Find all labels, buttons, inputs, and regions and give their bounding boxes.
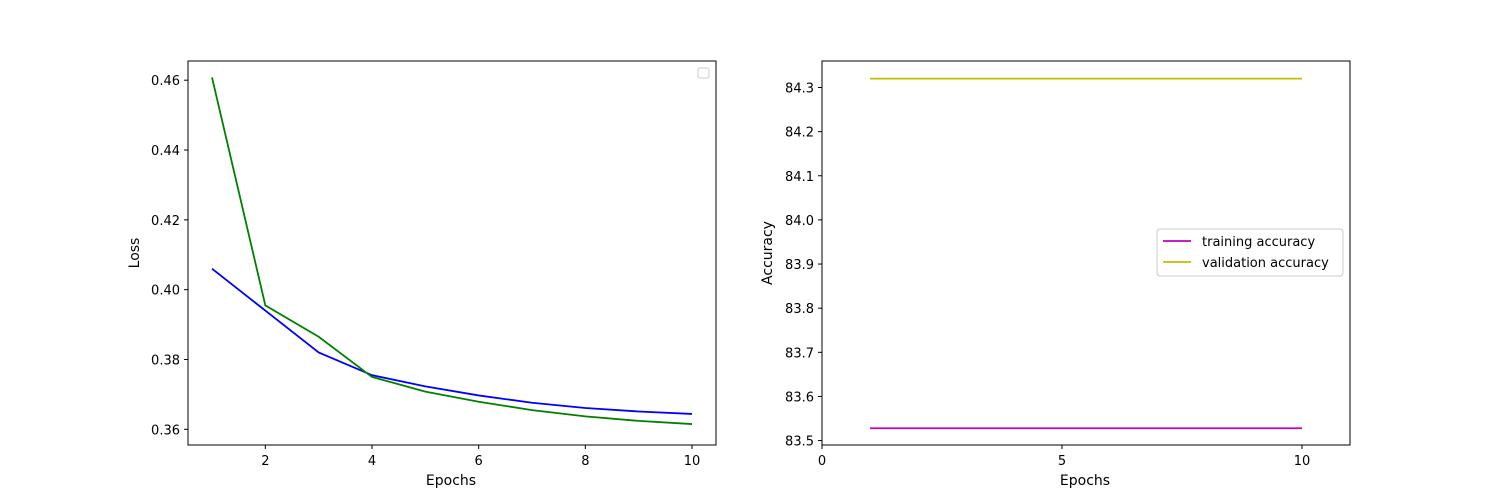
loss-y-tick-label: 0.40: [151, 284, 180, 299]
accuracy-plot: 0 5 10 83.5 83.6 83.7 83.8 83.9 84.0 84.1 84.2 84.…: [760, 60, 1351, 489]
loss-series-lines: [211, 77, 693, 425]
legend-label-training-accuracy: training accuracy: [1202, 235, 1315, 250]
accuracy-legend: training accuracy validation accuracy: [1156, 228, 1344, 277]
loss-empty-legend-box: [697, 67, 710, 79]
loss-x-tick-label: 10: [684, 454, 701, 469]
loss-y-ticks: 0.36 0.38 0.40 0.42 0.44 0.46: [151, 74, 188, 438]
loss-y-tick-label: 0.46: [151, 74, 180, 89]
accuracy-x-tick-label: 0: [818, 454, 826, 469]
loss-series-2-line: [211, 77, 693, 425]
accuracy-y-tick-label: 83.6: [785, 390, 814, 405]
accuracy-y-axis-label: Accuracy: [760, 221, 776, 285]
accuracy-x-ticks: 0 5 10: [818, 445, 1310, 469]
accuracy-x-axis-label: Epochs: [1060, 473, 1110, 489]
accuracy-y-tick-label: 84.3: [785, 81, 814, 96]
loss-x-tick-label: 8: [581, 454, 589, 469]
loss-x-tick-label: 4: [368, 454, 376, 469]
loss-plot-frame: [187, 60, 717, 446]
loss-y-axis-label: Loss: [127, 238, 143, 269]
loss-y-tick-label: 0.44: [151, 144, 180, 159]
accuracy-y-tick-label: 84.2: [785, 126, 814, 141]
loss-series-1-line: [211, 268, 693, 415]
loss-x-tick-label: 6: [475, 454, 483, 469]
loss-x-ticks: 2 4 6 8 10: [261, 445, 700, 469]
accuracy-series-lines: [870, 77, 1302, 430]
loss-plot: 2 4 6 8 10 0.36 0.38 0.40 0.42 0.44 0.46 Epochs L…: [127, 60, 717, 489]
legend-label-validation-accuracy: validation accuracy: [1202, 256, 1329, 271]
accuracy-y-tick-label: 84.1: [785, 170, 814, 185]
accuracy-legend-box: [1156, 228, 1344, 277]
loss-x-axis-label: Epochs: [426, 473, 476, 489]
accuracy-y-ticks: 83.5 83.6 83.7 83.8 83.9 84.0 84.1 84.2 84.3: [785, 81, 822, 450]
accuracy-y-tick-label: 83.7: [785, 346, 814, 361]
accuracy-x-tick-label: 10: [1294, 454, 1311, 469]
loss-y-tick-label: 0.38: [151, 353, 180, 368]
accuracy-y-tick-label: 84.0: [785, 214, 814, 229]
loss-x-tick-label: 2: [261, 454, 269, 469]
loss-y-tick-label: 0.36: [151, 423, 180, 438]
accuracy-y-tick-label: 83.5: [785, 435, 814, 450]
accuracy-y-tick-label: 83.8: [785, 302, 814, 317]
accuracy-x-tick-label: 5: [1058, 454, 1066, 469]
accuracy-y-tick-label: 83.9: [785, 258, 814, 273]
loss-y-tick-label: 0.42: [151, 214, 180, 229]
